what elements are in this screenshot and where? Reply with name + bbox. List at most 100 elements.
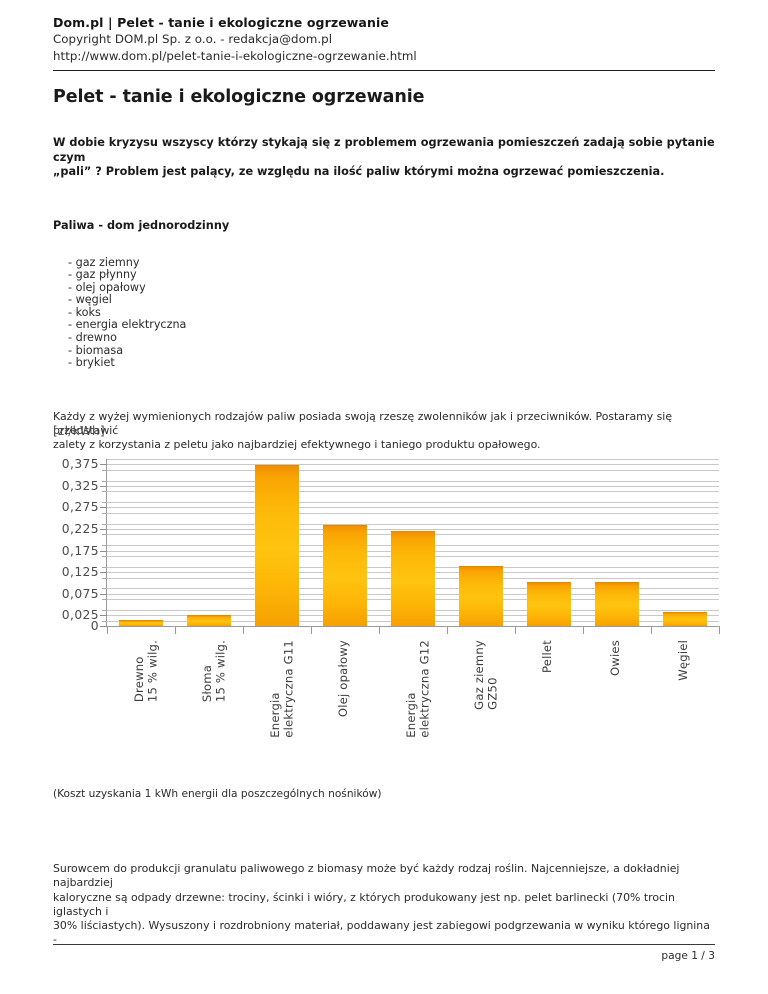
- chart-bar: [662, 612, 708, 626]
- chart-gridline-minor: [107, 480, 719, 482]
- chart-y-tick-label: 0,225: [61, 522, 99, 537]
- chart-x-category-label: Pellet: [540, 640, 554, 674]
- chart-gridline: [107, 529, 719, 531]
- chart-y-tick-label: 0,125: [61, 565, 99, 580]
- closing-paragraph: Surowcem do produkcji granulatu paliwowe…: [53, 862, 717, 948]
- chart-x-tick: [583, 626, 584, 634]
- list-item: - olej opałowy: [68, 280, 146, 294]
- footer-page-number: page 1 / 3: [661, 950, 715, 962]
- chart-y-tick-minor: [102, 577, 107, 579]
- chart-y-tick-minor: [102, 491, 107, 493]
- page-title: Pelet - tanie i ekologiczne ogrzewanie: [53, 87, 425, 107]
- chart-bar: [526, 581, 572, 626]
- header-copyright: Copyright DOM.pl Sp. z o.o. - redakcja@d…: [53, 32, 333, 46]
- chart-y-tick-major: [100, 507, 107, 509]
- chart-gridline-minor: [107, 502, 719, 504]
- chart-x-category-label: Drewno 15 % wilg.: [132, 640, 160, 703]
- chart-y-tick-minor: [102, 620, 107, 622]
- footer-divider: [53, 944, 715, 945]
- chart-gridline: [107, 485, 719, 487]
- note-paragraph: Każdy z wyżej wymienionych rodzajów pali…: [53, 410, 717, 453]
- chart-plot-area: 0,375 0,325 0,275 0,225 0,175 0,125 0,075 0,025…: [62, 457, 720, 738]
- chart-bar: [118, 619, 164, 626]
- chart-y-tick-major: [100, 529, 107, 531]
- chart-y-tick-minor: [102, 545, 107, 547]
- chart-y-tick-minor: [102, 469, 107, 471]
- chart-y-tick-major: [100, 593, 107, 595]
- list-item: - brykiet: [68, 356, 115, 370]
- chart-bar: [186, 615, 232, 626]
- header-source-url: http://www.dom.pl/pelet-tanie-i-ekologic…: [53, 48, 417, 63]
- list-item: - biomasa: [68, 343, 124, 357]
- chart-y-tick-minor: [102, 555, 107, 557]
- chart-y-tick-minor: [102, 502, 107, 504]
- list-item: - gaz ziemny: [68, 255, 140, 269]
- chart-y-tick-minor: [102, 512, 107, 514]
- chart-bar: [322, 524, 368, 626]
- chart-x-tick: [379, 626, 380, 634]
- chart-x-category-label: Węgiel: [676, 640, 690, 681]
- chart-x-tick: [719, 626, 720, 634]
- article-body: Pelet - tanie i ekologiczne ogrzewanie W…: [53, 86, 717, 452]
- chart-x-category-label: Olej opałowy: [336, 640, 350, 718]
- chart-x-tick: [311, 626, 312, 634]
- closing-line-2: kaloryczne są odpady drzewne: trociny, ś…: [53, 890, 675, 918]
- chart-y-tick-minor: [102, 534, 107, 536]
- chart-y-tick-minor: [102, 609, 107, 611]
- chart-bar: [254, 464, 300, 626]
- chart-x-category-label: Energia elektryczna G11: [268, 640, 296, 738]
- list-item: - energia elektryczna: [68, 318, 187, 332]
- document-header: Dom.pl | Pelet - tanie i ekologiczne ogr…: [53, 14, 715, 64]
- chart-caption: (Koszt uzyskania 1 kWh energii dla poszc…: [53, 788, 382, 800]
- lead-paragraph: W dobie kryzysu wszyscy którzy stykają s…: [53, 136, 717, 180]
- header-site-title: Dom.pl | Pelet - tanie i ekologiczne ogr…: [53, 15, 389, 30]
- list-item: - koks: [68, 305, 101, 319]
- chart-y-tick-major: [100, 572, 107, 574]
- chart-frame-top: [107, 459, 719, 460]
- chart-y-tick-label: 0,175: [61, 543, 99, 558]
- note-line-1: Każdy z wyżej wymienionych rodzajów pali…: [53, 409, 673, 438]
- chart-y-axis-unit: [zł/kWh]: [53, 424, 105, 438]
- lead-line-2: „pali” ? Problem jest palący, ze względu…: [53, 165, 665, 178]
- section-heading: Paliwa - dom jednorodzinny: [53, 218, 230, 232]
- fuel-list: - gaz ziemny - gaz płynny - olej opałowy…: [53, 255, 717, 370]
- list-item: - węgiel: [68, 293, 112, 307]
- header-divider: [53, 70, 715, 71]
- chart-gridline-minor: [107, 469, 719, 471]
- chart-y-tick-major: [100, 485, 107, 487]
- chart-y-tick-major: [100, 615, 107, 617]
- chart-y-tick-major: [100, 550, 107, 552]
- list-item: - drewno: [68, 331, 118, 345]
- chart-y-tick-minor: [102, 480, 107, 482]
- chart-y-tick-major: [100, 626, 107, 627]
- chart-gridline: [107, 464, 719, 466]
- chart-gridline-minor: [107, 523, 719, 525]
- chart-x-category-label: Gaz ziemny GZ50: [472, 640, 500, 710]
- chart-x-category-label: Energia elektryczna G12: [404, 640, 432, 738]
- chart-x-tick: [107, 626, 108, 634]
- chart-y-tick-label: 0,275: [61, 500, 99, 515]
- chart-y-tick-label: 0,375: [61, 457, 99, 472]
- chart-y-tick-minor: [102, 599, 107, 601]
- note-line-2: zalety z korzystania z peletu jako najba…: [53, 438, 541, 452]
- chart-bar: [594, 581, 640, 626]
- chart-gridline-minor: [107, 491, 719, 493]
- chart-y-tick-label: 0,075: [61, 586, 99, 601]
- chart-x-tick: [651, 626, 652, 634]
- chart-y-tick-label: 0: [90, 619, 99, 633]
- closing-line-3: 30% liściastych). Wysuszony i rozdrobnio…: [53, 919, 710, 947]
- chart-bar: [390, 531, 436, 626]
- chart-x-category-label: Owies: [608, 640, 622, 677]
- chart-y-tick-minor: [102, 588, 107, 590]
- chart-gridline-minor: [107, 512, 719, 514]
- chart-x-category-label: Słoma 15 % wilg.: [200, 640, 228, 703]
- chart-gridline: [107, 507, 719, 509]
- chart-y-tick-label: 0,325: [61, 478, 99, 493]
- lead-line-1: W dobie kryzysu wszyscy którzy stykają s…: [53, 136, 715, 164]
- chart-bar: [458, 565, 504, 626]
- chart-x-tick: [243, 626, 244, 634]
- chart-y-tick-minor: [102, 566, 107, 568]
- chart-x-tick: [515, 626, 516, 634]
- energy-cost-bar-chart: [zł/kWh] 0,375 0,325 0,275 0,225 0,175 0,125 0…: [48, 424, 728, 800]
